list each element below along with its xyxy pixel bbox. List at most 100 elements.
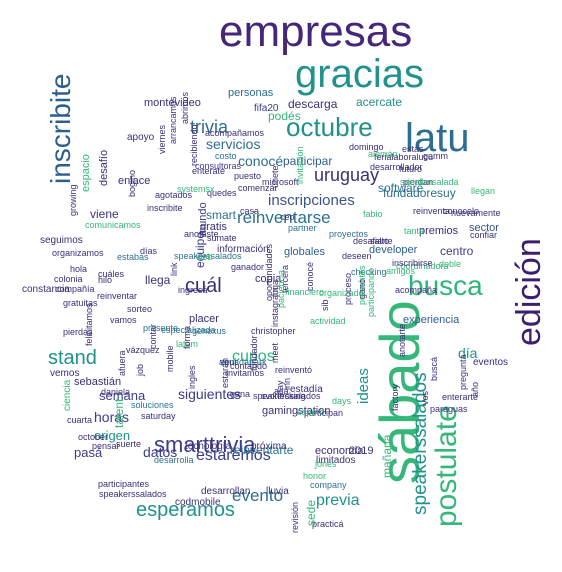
word-participar: participar <box>283 154 333 168</box>
word-agotados: agotados <box>155 190 193 200</box>
word-jones: jones <box>315 459 337 469</box>
word-presente: presente <box>143 323 179 333</box>
word-partner: partner <box>288 223 317 233</box>
word-smart: smart <box>206 208 236 222</box>
word-developer: developer <box>369 244 418 256</box>
word-puesto: puesto <box>234 171 262 181</box>
word-eventos: eventos <box>473 357 509 368</box>
word-servicios: servicios <box>206 136 261 152</box>
word-pierdas: pierdas <box>63 327 93 337</box>
word-sib: sib <box>320 299 330 311</box>
word-fundadoresuy: fundadoresuy <box>383 186 456 200</box>
word-codmobile: codmobile <box>175 497 221 508</box>
word-financiero: financiero <box>285 287 325 297</box>
word-sector: sector <box>469 222 499 234</box>
word-checking: checking <box>351 267 387 277</box>
word-pensar: pensar <box>92 441 120 451</box>
word-dia: día <box>458 345 478 361</box>
word-pregunta: pregunta <box>458 354 468 390</box>
word-gamingstation: gamingstation <box>262 405 331 417</box>
word-daniela: daniela <box>101 387 131 397</box>
word-desarrollan: desarrollan <box>201 486 251 497</box>
word-cuales: cuáles <box>98 269 125 279</box>
word-speakerssalados: speakerssalados <box>253 391 321 401</box>
word-cupos: cupos <box>232 348 275 365</box>
word-hola: hola <box>70 264 88 274</box>
word-ferialaboralucu: ferialaboralucu <box>374 152 434 162</box>
word-october: october <box>78 432 109 442</box>
word-afuera: afuera <box>117 350 127 376</box>
word-domingo: domingo <box>349 142 384 152</box>
word-pierdan: pierdan <box>403 177 434 187</box>
word-viene: viene <box>90 207 119 221</box>
word-software: software <box>378 181 424 195</box>
word-casa: casa <box>240 206 260 216</box>
word-desarrollador: desarrollador <box>370 162 423 172</box>
word-estaran: estarán <box>220 357 230 388</box>
word-reinventar: reinventar <box>97 291 138 301</box>
word-organizamos: organizamos <box>52 248 104 258</box>
word-estas: estás <box>402 144 424 154</box>
word-tanta: tanta <box>404 226 425 236</box>
word-smarttrivia: smarttrivia <box>154 432 256 457</box>
word-genexus: genexus <box>192 326 227 336</box>
word-speakersalada: speakersalada <box>400 177 459 187</box>
word-microsoft: microsoft <box>262 177 299 187</box>
word-inscribite: inscribite <box>147 203 183 213</box>
word-systemsx: systemsx <box>177 184 215 194</box>
word-coordinadora: coordinadora <box>396 261 449 271</box>
word-hilo: hilo <box>98 275 113 285</box>
word-busca: busca <box>408 270 483 301</box>
word-previa: previa <box>316 492 360 509</box>
word-desafiarte: desafiarte <box>353 236 393 246</box>
word-centro: centro <box>440 244 474 258</box>
word-enterarte: enterarte <box>442 392 479 402</box>
word-doble: doble <box>439 259 462 269</box>
word-deseen: deseen <box>342 251 372 261</box>
word-espacio: espacio <box>80 154 92 192</box>
word-2019: 2019 <box>349 445 374 457</box>
word-seguimos: seguimos <box>40 235 83 246</box>
word-horas: horas <box>94 409 130 425</box>
word-podes: podés <box>268 109 301 123</box>
word-economia: economía <box>315 445 364 457</box>
word-gamm: gamm <box>423 151 449 161</box>
word-arrancamos: arrancamos <box>168 96 178 144</box>
word-montevideo: montevideo <box>144 97 201 109</box>
word-proyectos: proyectos <box>329 229 369 239</box>
word-salto: salto <box>370 236 390 246</box>
word-speakerssalados: speakerssalados <box>174 251 242 261</box>
word-mobile: mobile <box>165 345 175 372</box>
word-pasa: pasá <box>74 445 103 460</box>
word-sebastian: sebastián <box>74 376 122 388</box>
word-bogino: bogino <box>127 169 137 197</box>
word-comunicamos: comunicamos <box>85 220 141 230</box>
word-semana: semana <box>99 388 146 403</box>
word-acompanamos: acompañamos <box>205 128 265 138</box>
word-vemos: vemos <box>50 368 80 379</box>
word-desarrolla: desarrolla <box>154 455 194 465</box>
word-especializada: especializada <box>161 325 216 335</box>
word-busca: buscá <box>429 356 439 381</box>
word-empresas: empresas <box>219 7 413 56</box>
word-globales: globales <box>284 246 325 258</box>
word-nuevamente: nuevamente <box>451 208 501 218</box>
word-revision: revisión <box>290 501 300 533</box>
word-participantes: participantes <box>98 479 150 489</box>
word-day: day <box>275 380 285 395</box>
word-anotarte: anotarte <box>397 323 407 357</box>
word-amigos: amigos <box>386 266 416 276</box>
word-abrimos: abrimos <box>180 91 190 124</box>
word-web: web <box>196 252 213 262</box>
word-acompana: acompaña <box>395 285 438 295</box>
word-postulate: postulate <box>430 405 463 527</box>
word-desafio: desafío <box>98 149 110 186</box>
word-compania: compañía <box>55 284 95 294</box>
word-informacion: información <box>217 244 269 255</box>
word-gratuitas: gratuitas <box>63 298 98 308</box>
word-lluvia: lluvia <box>266 486 289 497</box>
word-latu: latu <box>405 116 470 160</box>
word-conoce: conocé <box>238 153 284 169</box>
word-apoyo: apoyo <box>127 132 155 143</box>
